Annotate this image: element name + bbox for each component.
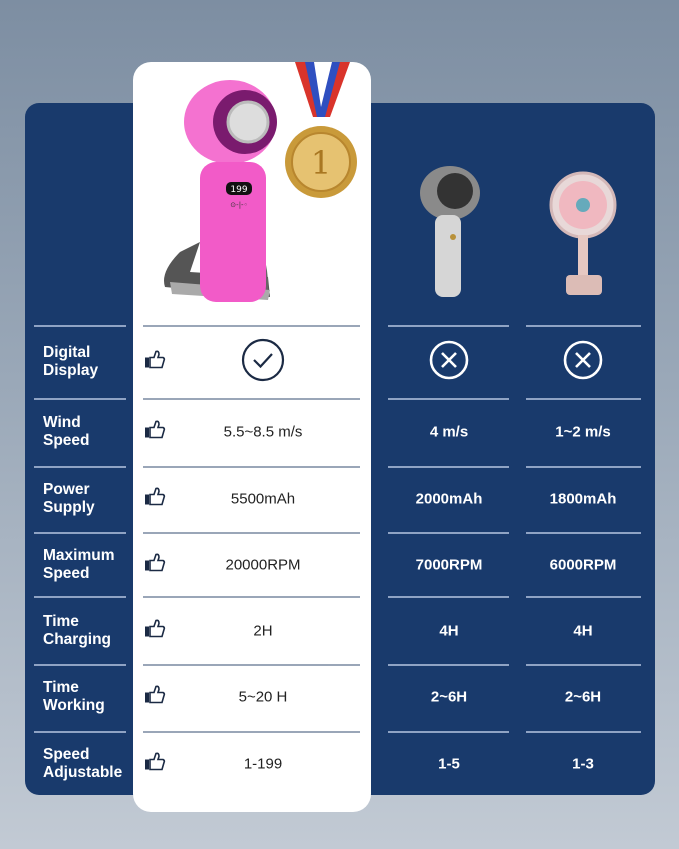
featured-value: 5.5~8.5 m/s [223,423,303,441]
featured-value: 5500mAh [230,490,296,508]
row-divider [143,596,360,598]
medal-number: 1 [311,144,331,182]
row-label: Time Working [43,679,105,715]
row-divider [388,664,509,666]
row-divider [143,731,360,733]
row-label-line: Speed [43,746,90,763]
row-divider [34,596,126,598]
competitor-a-value: 4H [439,622,459,640]
competitor-a-value: 1-5 [438,755,460,773]
featured-value: 20000RPM [225,556,301,574]
row-label-line: Power [43,481,90,498]
svg-text:⊙-|-◦: ⊙-|-◦ [230,201,247,209]
row-label-line: Supply [43,499,95,516]
row-label-line: Maximum [43,547,115,564]
row-label-line: Working [43,697,105,714]
row-divider [526,325,641,327]
competitor-b-value: 1800mAh [549,490,617,508]
row-label-line: Digital [43,344,91,361]
row-divider [388,532,509,534]
row-divider [388,731,509,733]
thumbs-up-icon [144,685,166,710]
row-label-line: Adjustable [43,764,123,781]
x-circle-icon [429,340,469,384]
row-label: Wind Speed [43,414,90,450]
row-label-line: Charging [43,631,112,648]
thumbs-up-icon [144,619,166,644]
row-label: Power Supply [43,481,95,517]
row-divider [388,466,509,468]
row-divider [34,532,126,534]
row-divider [34,731,126,733]
featured-value: 5~20 H [238,688,288,706]
fan-display-digits: 199 [230,185,247,195]
row-label: Time Charging [43,613,111,649]
competitor-a-image [420,166,480,297]
competitor-b-value: 6000RPM [549,556,617,574]
competitor-b-image [549,171,617,295]
row-divider [34,325,126,327]
row-divider [526,398,641,400]
row-divider [143,325,360,327]
competitor-a-value: 2000mAh [415,490,483,508]
row-divider [526,664,641,666]
competitor-a-value: 7000RPM [415,556,483,574]
row-divider [526,532,641,534]
competitor-b-value: 2~6H [564,688,602,706]
row-divider [34,398,126,400]
check-circle-icon [241,338,285,386]
row-label-line: Time [43,679,79,696]
row-label: Maximum Speed [43,547,115,583]
featured-value: 2H [253,622,273,640]
competitor-a-value: 4 m/s [429,423,469,441]
row-divider [388,325,509,327]
row-divider [526,466,641,468]
row-divider [388,398,509,400]
row-divider [143,664,360,666]
row-label-line: Wind [43,414,81,431]
x-circle-icon [563,340,603,384]
row-label: Digital Display [43,344,98,380]
thumbs-up-icon [144,350,166,375]
featured-value: 1-199 [243,755,283,773]
row-label-line: Time [43,613,79,630]
row-divider [526,731,641,733]
thumbs-up-icon [144,553,166,578]
row-label-line: Speed [43,432,90,449]
competitor-b-value: 1-3 [572,755,594,773]
featured-fan-image: 199 ⊙-|-◦ 1 [164,62,357,302]
row-divider [143,532,360,534]
row-divider [34,664,126,666]
row-divider [143,398,360,400]
row-divider [34,466,126,468]
row-divider [143,466,360,468]
thumbs-up-icon [144,752,166,777]
row-label-line: Display [43,362,99,379]
row-label-line: Speed [43,565,90,582]
thumbs-up-icon [144,420,166,445]
row-divider [388,596,509,598]
thumbs-up-icon [144,487,166,512]
competitor-b-value: 1~2 m/s [555,423,611,441]
competitor-a-value: 2~6H [430,688,468,706]
competitor-b-value: 4H [573,622,593,640]
row-label: Speed Adjustable [43,746,122,782]
row-divider [526,596,641,598]
